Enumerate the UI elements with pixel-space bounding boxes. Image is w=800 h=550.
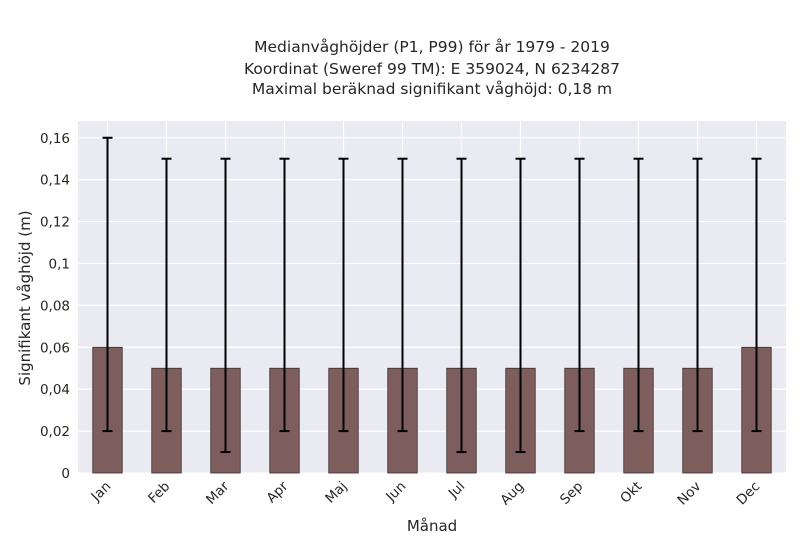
x-axis-ticks: Jan Feb Mar Apr Maj Jun Jul Aug Sep Okt Nov Dec (88, 478, 764, 508)
error-bar-jun (397, 157, 408, 433)
x-tick-label-dec: Dec (734, 479, 764, 509)
y-tick-label: 0 (61, 466, 70, 482)
y-tick-label: 0,02 (40, 424, 70, 440)
plot-area (78, 121, 786, 473)
x-tick-label-jan: Jan (88, 479, 115, 506)
error-bar-apr (279, 157, 290, 433)
error-bars (102, 136, 762, 454)
x-tick-label-sep: Sep (557, 479, 586, 508)
error-bar-jul (456, 157, 467, 454)
y-tick-label: 0,16 (40, 131, 70, 147)
x-tick-label-aug: Aug (497, 479, 527, 509)
chart-title-line-3: Maximal beräknad signifikant våghöjd: 0,… (252, 80, 612, 98)
error-bar-okt (633, 157, 644, 433)
x-tick-label-okt: Okt (617, 479, 645, 507)
error-bar-maj (338, 157, 349, 433)
x-tick-label-apr: Apr (263, 478, 291, 506)
x-tick-label-feb: Feb (145, 479, 173, 507)
y-tick-label: 0,08 (40, 298, 70, 314)
error-bar-mar (220, 157, 231, 454)
x-tick-label-jun: Jun (382, 479, 409, 506)
y-tick-label: 0,1 (49, 256, 70, 272)
error-bar-sep (574, 157, 585, 433)
y-tick-label: 0,14 (40, 173, 70, 189)
y-axis-ticks: 0 0,02 0,04 0,06 0,08 0,1 0,12 0,14 0,16 (40, 131, 70, 482)
y-tick-label: 0,06 (40, 340, 70, 356)
error-bar-dec (751, 157, 762, 433)
y-tick-label: 0,04 (40, 382, 70, 398)
x-tick-label-nov: Nov (674, 479, 704, 509)
error-bar-aug (515, 157, 526, 454)
chart-title-line-2: Koordinat (Sweref 99 TM): E 359024, N 62… (244, 60, 620, 78)
x-axis-label: Månad (407, 517, 457, 535)
y-tick-label: 0,12 (40, 215, 70, 231)
chart-title: Medianvåghöjder (P1, P99) för år 1979 - … (244, 38, 620, 98)
x-tick-label-maj: Maj (322, 479, 350, 507)
chart-title-line-1: Medianvåghöjder (P1, P99) för år 1979 - … (254, 38, 610, 56)
x-tick-label-mar: Mar (203, 478, 233, 508)
x-tick-label-jul: Jul (445, 479, 469, 503)
error-bar-nov (692, 157, 703, 433)
error-bar-jan (102, 136, 113, 433)
y-axis-label: Signifikant våghöjd (m) (16, 210, 34, 385)
error-bar-feb (161, 157, 172, 433)
